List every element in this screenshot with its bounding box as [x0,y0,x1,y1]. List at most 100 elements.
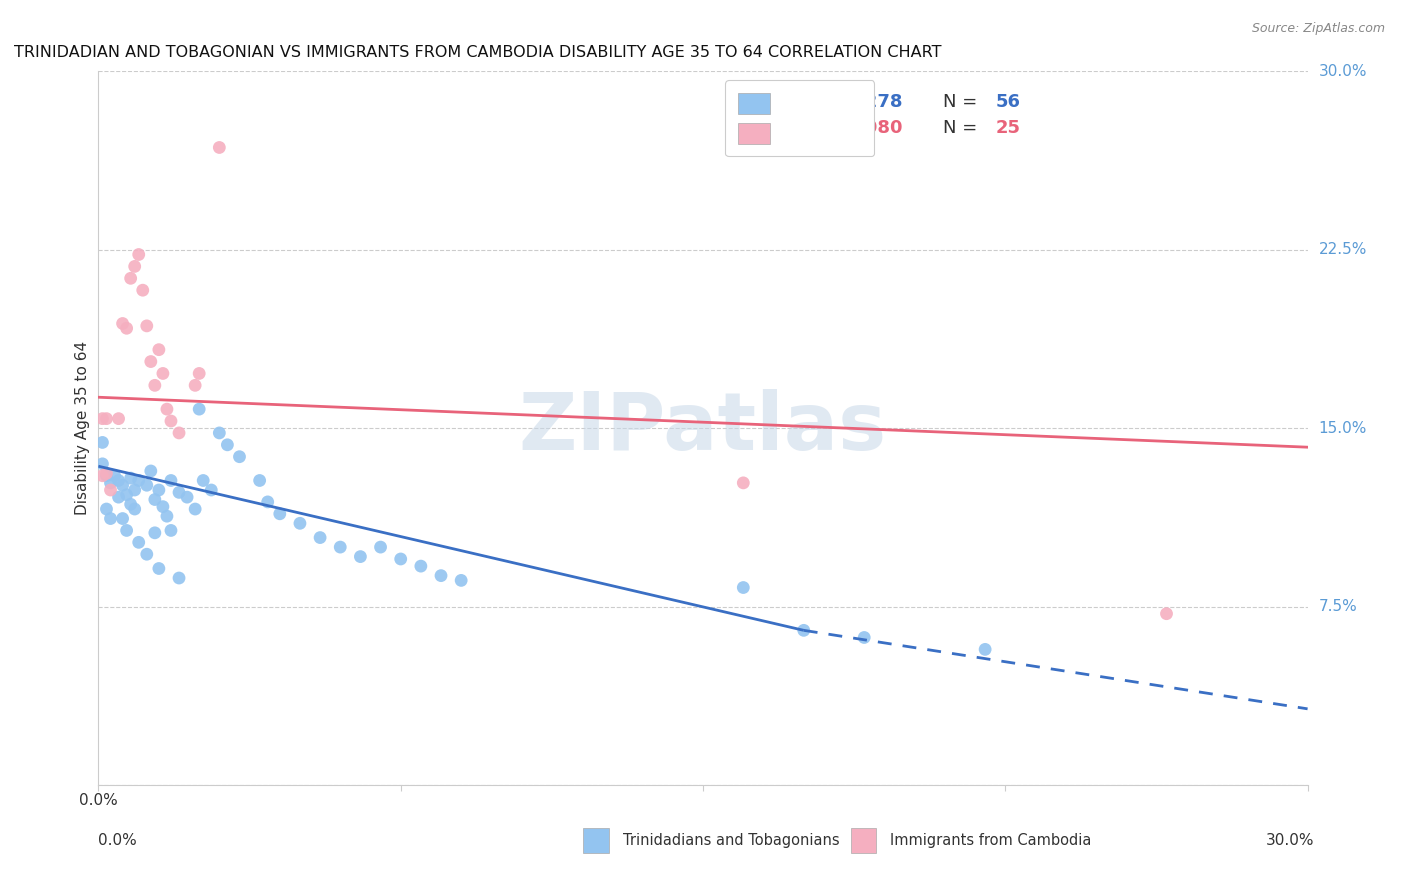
Point [143,378,166,392]
Point [96,467,118,481]
Point [167,485,190,500]
Point [139,464,162,478]
Point [184,378,207,392]
Point [115,488,138,502]
Point [370,540,392,554]
Point [100,475,122,490]
Point [389,552,412,566]
Text: Trinidadians and Tobagonians: Trinidadians and Tobagonians [623,833,839,847]
Point [167,425,190,440]
Text: R =: R = [780,120,820,137]
Text: 7.5%: 7.5% [1319,599,1357,614]
Point [160,524,183,538]
Point [409,559,432,574]
Text: 56: 56 [995,94,1021,112]
Text: 22.5%: 22.5% [1319,243,1367,257]
Point [430,568,453,582]
Legend:               ,               : , [725,80,875,156]
Text: ZIPatlas: ZIPatlas [519,389,887,467]
Point [143,525,166,540]
Point [152,367,174,381]
Point [329,540,352,554]
Point [733,581,755,595]
Point [135,478,157,492]
Point [135,318,157,333]
Point [256,495,278,509]
Point [148,561,170,575]
Point [128,474,150,488]
Point [124,502,146,516]
Point [188,367,211,381]
Point [152,500,174,514]
Point [120,497,142,511]
Point [269,507,291,521]
Point [111,478,134,492]
Point [208,140,231,154]
Point [135,547,157,561]
Text: Source: ZipAtlas.com: Source: ZipAtlas.com [1251,22,1385,36]
Text: 15.0%: 15.0% [1319,421,1367,435]
Point [217,438,239,452]
Point [96,502,118,516]
Point [200,483,222,497]
Point [115,524,138,538]
Point [288,516,311,531]
Point [309,531,332,545]
Y-axis label: Disability Age 35 to 64: Disability Age 35 to 64 [75,341,90,516]
Point [91,435,114,450]
Point [148,483,170,497]
Point [107,411,129,425]
Point [107,474,129,488]
Point [100,483,122,497]
Point [91,411,114,425]
Point [107,490,129,504]
Point [115,321,138,335]
Point [120,471,142,485]
Point [249,474,271,488]
Text: 25: 25 [995,120,1021,137]
Text: 30.0%: 30.0% [1267,833,1315,847]
Point [143,492,166,507]
Text: N =: N = [943,120,983,137]
Point [91,468,114,483]
Point [733,475,755,490]
Point [120,271,142,285]
Text: -0.080: -0.080 [838,120,903,137]
Text: -0.278: -0.278 [838,94,903,112]
Text: TRINIDADIAN AND TOBAGONIAN VS IMMIGRANTS FROM CAMBODIA DISABILITY AGE 35 TO 64 C: TRINIDADIAN AND TOBAGONIAN VS IMMIGRANTS… [14,45,941,61]
Point [167,571,190,585]
Point [148,343,170,357]
Text: 0.0%: 0.0% [98,833,138,847]
Point [128,247,150,261]
Text: N =: N = [943,94,983,112]
Point [450,574,472,588]
Point [100,511,122,525]
Text: Immigrants from Cambodia: Immigrants from Cambodia [890,833,1091,847]
Point [96,468,118,483]
Point [132,283,155,297]
Point [156,509,179,524]
Point [193,474,215,488]
Point [160,414,183,428]
Point [349,549,371,564]
Point [124,260,146,274]
Text: R =: R = [780,94,820,112]
Point [128,535,150,549]
Point [160,474,183,488]
Point [103,468,125,483]
Point [853,631,876,645]
Text: 30.0%: 30.0% [1319,64,1367,78]
Point [1156,607,1178,621]
Point [96,411,118,425]
Point [793,624,815,638]
Point [124,483,146,497]
Point [188,402,211,417]
Point [974,642,997,657]
Point [139,354,162,368]
Point [228,450,250,464]
Point [156,402,179,417]
Point [208,425,231,440]
Point [111,511,134,525]
Point [91,457,114,471]
Point [184,502,207,516]
